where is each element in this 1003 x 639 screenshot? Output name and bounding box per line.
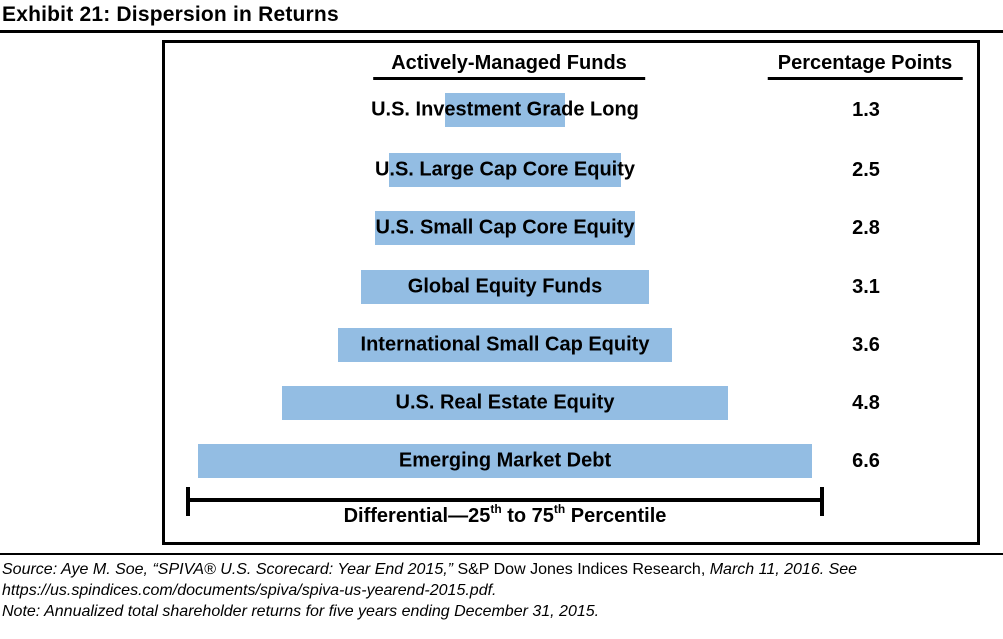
bar-international-small-cap-equity: International Small Cap Equity: [337, 328, 673, 362]
source-publisher-text: S&P Dow Jones Indices Research,: [457, 561, 710, 578]
value-label: 2.8: [852, 217, 880, 239]
bar-label: U.S. Small Cap Core Equity: [375, 216, 635, 239]
source-url-text: https://us.spindices.com/documents/spiva…: [2, 582, 497, 599]
column-header-funds: Actively-Managed Funds: [373, 52, 645, 80]
differential-text: Differential—25: [343, 505, 491, 527]
bar-label: International Small Cap Equity: [360, 333, 650, 356]
differential-label: Differential—25th to 75th Percentile: [343, 502, 667, 528]
bar-us-small-cap-core-equity: U.S. Small Cap Core Equity: [374, 211, 636, 245]
bar-emerging-market-debt: Emerging Market Debt: [198, 444, 812, 478]
value-label: 6.6: [852, 450, 880, 472]
range-bracket-line: [186, 498, 824, 502]
bar-label: Global Equity Funds: [407, 275, 603, 298]
value-label: 1.3: [852, 99, 880, 121]
bar-label: U.S. Real Estate Equity: [395, 391, 615, 414]
source-date-text: March 11, 2016. See: [709, 561, 858, 578]
bar-label: Emerging Market Debt: [398, 449, 612, 472]
value-label: 3.1: [852, 276, 880, 298]
bar-us-real-estate-equity: U.S. Real Estate Equity: [281, 386, 729, 420]
bar-global-equity-funds: Global Equity Funds: [360, 270, 650, 304]
differential-text: Percentile: [565, 505, 667, 527]
range-bracket-left-tick: [186, 487, 190, 516]
title-underline-rule: [0, 30, 1003, 33]
note-text: Note: Annualized total shareholder retur…: [2, 603, 600, 620]
value-label: 2.5: [852, 159, 880, 181]
value-label: 3.6: [852, 334, 880, 356]
differential-text: to 75: [501, 505, 554, 527]
footer-rule: [0, 553, 1003, 555]
column-header-points: Percentage Points: [767, 52, 963, 80]
value-label: 4.8: [852, 392, 880, 414]
bar-label: U.S. Investment Grade Long: [371, 98, 639, 121]
source-block: Source: Aye M. Soe, “SPIVA® U.S. Scoreca…: [2, 559, 1000, 622]
source-line-1: Source: Aye M. Soe, “SPIVA® U.S. Scoreca…: [2, 559, 1000, 580]
page-title: Exhibit 21: Dispersion in Returns: [2, 3, 339, 26]
bar-us-investment-grade-long: U.S. Investment Grade Long: [371, 93, 639, 127]
bar-us-large-cap-core-equity: U.S. Large Cap Core Equity: [375, 153, 635, 187]
range-bracket-right-tick: [820, 487, 824, 516]
superscript-th: th: [553, 502, 566, 517]
superscript-th: th: [490, 502, 502, 517]
chart-frame: Actively-Managed Funds Percentage Points…: [162, 40, 980, 545]
source-text: Source: Aye M. Soe, “SPIVA® U.S. Scoreca…: [2, 561, 458, 578]
bar-label: U.S. Large Cap Core Equity: [374, 158, 636, 181]
